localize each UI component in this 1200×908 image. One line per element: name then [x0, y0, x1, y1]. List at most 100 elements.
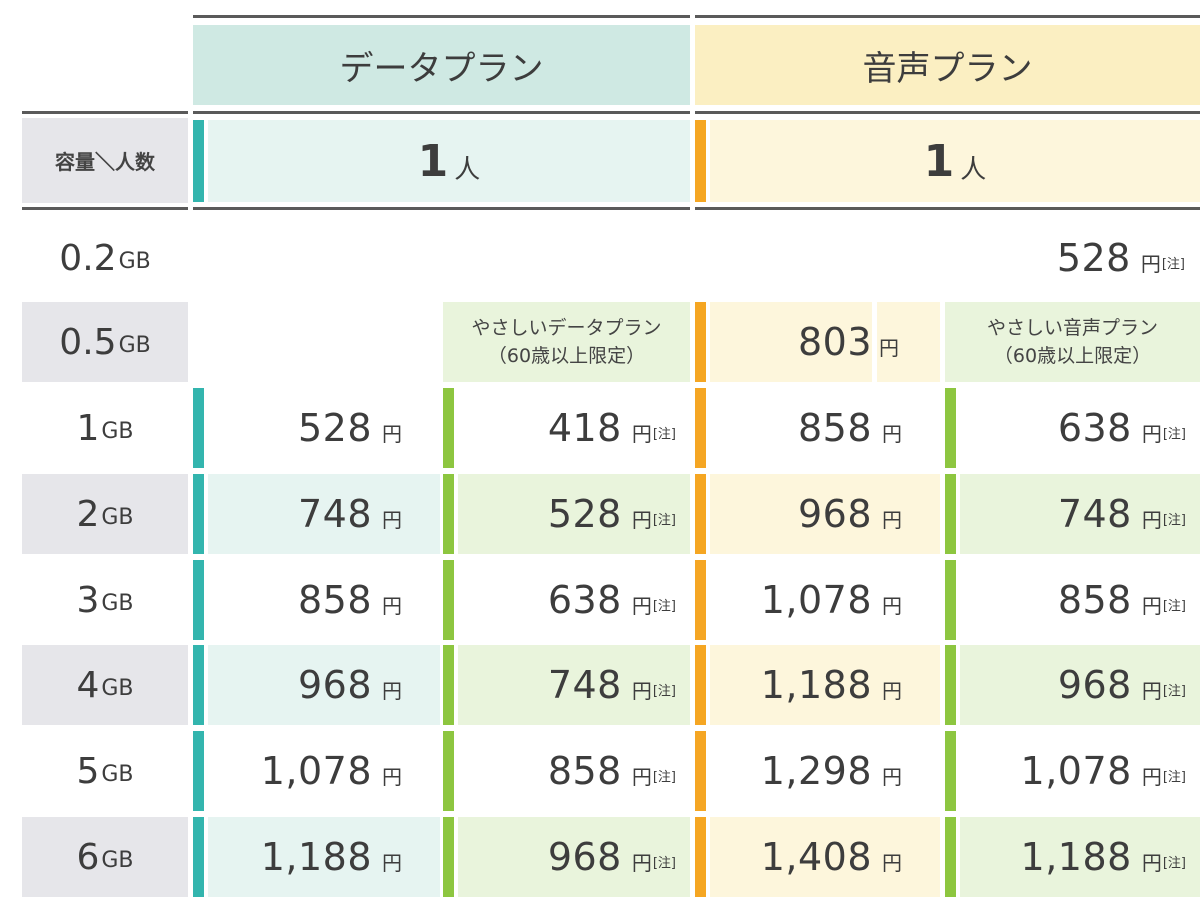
gentle-voice-price-bar — [945, 560, 956, 640]
people-unit: 人 — [454, 154, 481, 185]
capacity-1gb: 1 GB — [22, 388, 188, 468]
voice-price-cell: 1,078 円 — [710, 560, 940, 640]
note-mark: [注] — [652, 598, 676, 614]
gentle-voice-plan-label: やさしい音声プラン （60歳以上限定） — [945, 302, 1200, 382]
data-plan-header: データプラン — [193, 25, 690, 105]
gentle-voice-price-cell: 748 円 [注] — [960, 474, 1200, 554]
price-value: 638 — [1057, 406, 1132, 450]
yen-label: 円 — [1140, 251, 1161, 276]
capacity-value: 3 — [76, 579, 100, 621]
gentle-voice-price-0.2gb: 528 円 [注] — [945, 218, 1185, 298]
capacity-unit: GB — [101, 418, 134, 444]
data-price-bar — [193, 645, 204, 725]
price-value: 1,078 — [760, 578, 872, 622]
gentle-voice-price-bar — [945, 817, 956, 897]
data-price-cell: 748 円 — [208, 474, 440, 554]
yen-label: 円 — [882, 507, 902, 532]
note-mark: [注] — [1162, 855, 1186, 871]
gentle-data-price-bar — [443, 645, 454, 725]
gentle-data-price-bar — [443, 560, 454, 640]
capacity-value: 0.2 — [59, 237, 117, 279]
gentle-data-price-bar — [443, 474, 454, 554]
yen-label: 円 — [382, 421, 402, 446]
gentle-data-price-cell: 418 円 [注] — [458, 388, 690, 468]
voice-people-bar — [695, 120, 706, 202]
data-people-bar — [193, 120, 204, 202]
price-value: 803 — [797, 320, 872, 364]
capacity-0.5gb: 0.5 GB — [22, 302, 188, 382]
rule-left-top — [22, 111, 188, 114]
top-rule-data — [193, 15, 690, 18]
gentle-data-price-cell: 748 円 [注] — [458, 645, 690, 725]
voice-price-bar — [695, 817, 706, 897]
gentle-data-price-cell: 858 円 [注] — [458, 731, 690, 811]
price-value: 858 — [1057, 578, 1132, 622]
capacity-unit: GB — [101, 847, 134, 873]
people-count: 1 — [417, 135, 449, 187]
capacity-2gb: 2 GB — [22, 474, 188, 554]
yen-label: 円 — [882, 764, 902, 789]
note-mark: [注] — [1162, 598, 1186, 614]
price-value: 748 — [547, 663, 622, 707]
voice-bar-0.5gb — [695, 302, 706, 382]
gentle-data-price-cell: 968 円 [注] — [458, 817, 690, 897]
yen-label: 円 — [382, 678, 402, 703]
capacity-6gb: 6 GB — [22, 817, 188, 897]
voice-price-cell: 968 円 — [710, 474, 940, 554]
data-price-bar — [193, 817, 204, 897]
gentle-data-price-cell: 528 円 [注] — [458, 474, 690, 554]
data-price-cell: 858 円 — [208, 560, 440, 640]
voice-price-bar — [695, 388, 706, 468]
price-value: 968 — [1057, 663, 1132, 707]
voice-plan-header: 音声プラン — [695, 25, 1200, 105]
data-price-bar — [193, 474, 204, 554]
yen-label: 円 — [382, 593, 402, 618]
row-label-header: 容量＼人数 — [22, 118, 188, 203]
yen-label: 円 — [631, 421, 652, 446]
capacity-0.2gb: 0.2 GB — [22, 218, 188, 298]
gentle-data-price-bar — [443, 388, 454, 468]
gentle-data-price-cell: 638 円 [注] — [458, 560, 690, 640]
price-value: 858 — [547, 749, 622, 793]
price-value: 968 — [797, 492, 872, 536]
gentle-voice-price-cell: 858 円 [注] — [960, 560, 1200, 640]
yen-label: 円 — [631, 764, 652, 789]
capacity-unit: GB — [118, 332, 151, 358]
gentle-voice-price-cell: 968 円 [注] — [960, 645, 1200, 725]
price-value: 748 — [1057, 492, 1132, 536]
price-value: 968 — [297, 663, 372, 707]
voice-price-bar — [695, 731, 706, 811]
capacity-3gb: 3 GB — [22, 560, 188, 640]
yen-label: 円 — [879, 335, 899, 360]
people-count: 1 — [923, 135, 955, 187]
price-value: 1,078 — [1020, 749, 1132, 793]
price-value: 638 — [547, 578, 622, 622]
price-value: 1,188 — [1020, 835, 1132, 879]
yen-label: 円 — [1141, 850, 1162, 875]
price-value: 1,298 — [760, 749, 872, 793]
data-price-bar — [193, 560, 204, 640]
gentle-data-price-bar — [443, 731, 454, 811]
note-mark: [注] — [652, 683, 676, 699]
note-mark: [注] — [1162, 512, 1186, 528]
capacity-value: 5 — [76, 750, 100, 792]
people-unit: 人 — [960, 154, 987, 185]
gentle-voice-price-cell: 638 円 [注] — [960, 388, 1200, 468]
row-label-text: 容量＼人数 — [55, 150, 155, 174]
gentle-data-plan-label: やさしいデータプラン （60歳以上限定） — [443, 302, 690, 382]
capacity-4gb: 4 GB — [22, 645, 188, 725]
price-value: 528 — [1056, 236, 1131, 280]
voice-yen-0.5gb: 円 — [877, 302, 940, 382]
yen-label: 円 — [1141, 593, 1162, 618]
gentle-data-plan-condition: （60歳以上限定） — [487, 345, 646, 367]
note-mark: [注] — [1162, 426, 1186, 442]
gentle-data-plan-name: やさしいデータプラン — [471, 317, 662, 339]
yen-label: 円 — [1141, 421, 1162, 446]
price-value: 858 — [797, 406, 872, 450]
yen-label: 円 — [631, 507, 652, 532]
yen-label: 円 — [1141, 678, 1162, 703]
yen-label: 円 — [382, 850, 402, 875]
gentle-voice-plan-condition: （60歳以上限定） — [993, 345, 1152, 367]
